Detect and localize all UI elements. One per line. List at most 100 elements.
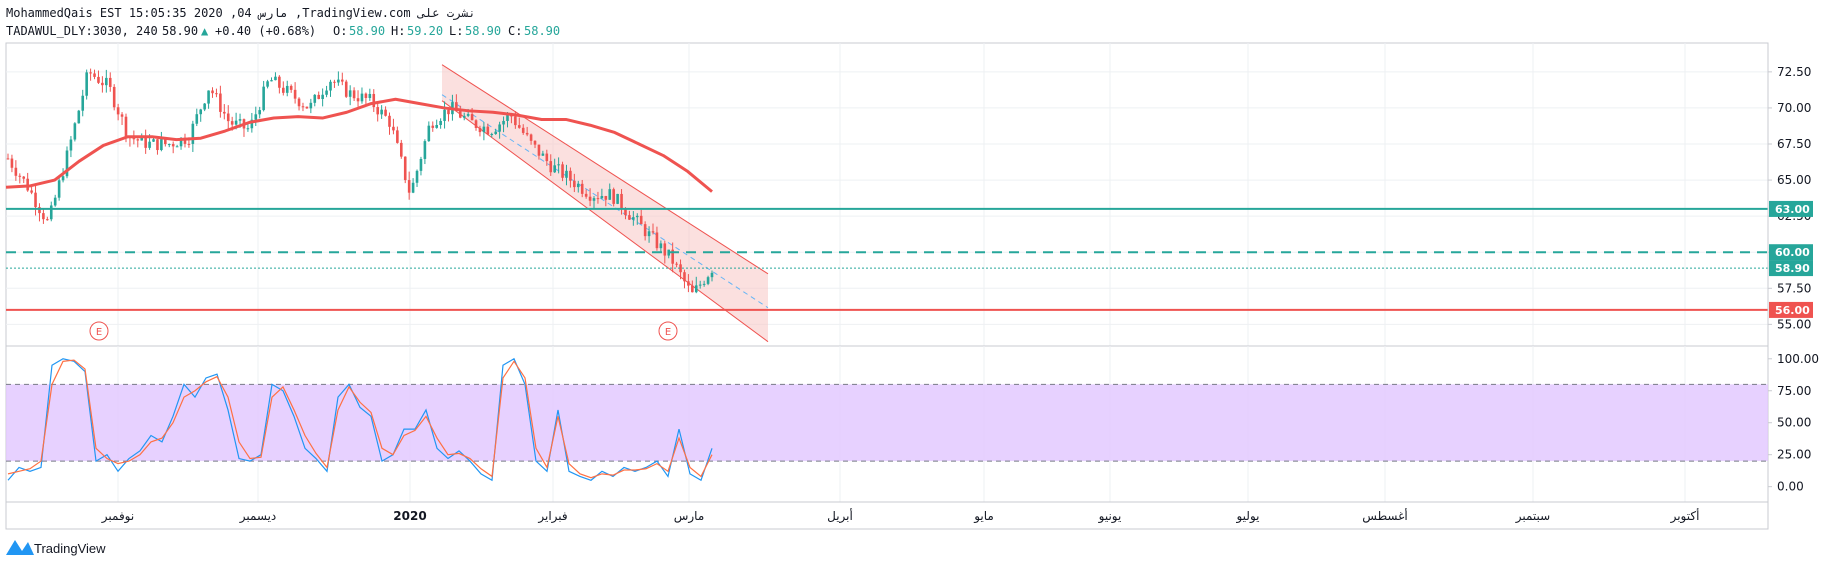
event-marker-0[interactable] (89, 321, 109, 341)
candle-body (49, 205, 53, 220)
candle-body (447, 109, 450, 115)
candle-body (407, 180, 411, 193)
candle-body (655, 232, 659, 249)
x-tick-4: مارس (674, 509, 705, 524)
price-tick-0: 72.50 (1777, 65, 1811, 79)
tradingview-logo[interactable]: TradingView (6, 540, 106, 556)
candle-body (258, 110, 262, 115)
candle-body (254, 114, 258, 120)
candle-body (297, 98, 301, 107)
candle-body (73, 123, 77, 140)
candle-body (659, 243, 663, 249)
x-tick-11: أكتوبر (1670, 508, 1700, 524)
candle-body (529, 134, 533, 141)
candle-body (348, 90, 352, 97)
candle-body (537, 144, 541, 156)
candle-body (490, 133, 494, 135)
candle-body (124, 116, 128, 138)
price-badge-label-0: 63.00 (1775, 203, 1810, 216)
time-axis[interactable]: نوفمبر ديسمبر 2020 فبراير مارس أبريل مايو يونيو… (5, 501, 1769, 530)
candle-body (309, 102, 313, 109)
candle-body (439, 120, 442, 126)
candle-body (399, 142, 403, 157)
price-badge-label-3: 56.00 (1775, 304, 1810, 317)
candle-body (706, 277, 710, 284)
candle-body (132, 138, 136, 140)
candle-body (148, 141, 151, 148)
candle-body (372, 93, 376, 108)
low-value: 58.90 (465, 24, 501, 38)
candle-body (667, 249, 671, 256)
candle-body (171, 144, 175, 147)
horizontal-levels (6, 207, 1768, 311)
candle-body (337, 79, 340, 83)
candle-body (675, 263, 678, 265)
candle-body (364, 93, 368, 98)
candle-body (356, 98, 360, 102)
candle-body (616, 193, 619, 204)
candle-body (376, 107, 379, 115)
candle-body (639, 215, 643, 225)
candle-body (38, 207, 41, 214)
candle-body (215, 93, 218, 95)
close-label: C: (508, 24, 522, 38)
candle-body (203, 103, 206, 110)
candle-body (474, 120, 478, 128)
candle-body (195, 114, 199, 124)
candle-body (576, 183, 580, 188)
candle-body (282, 87, 285, 93)
price-tick-7: 55.00 (1777, 317, 1811, 331)
candle-body (108, 77, 112, 87)
candle-body (160, 139, 163, 151)
candle-body (596, 198, 600, 200)
time-ticks: نوفمبر ديسمبر 2020 فبراير مارس أبريل مايو يونيو… (101, 508, 1700, 524)
candle-body (691, 285, 694, 293)
candle-body (458, 111, 462, 118)
candle-body (136, 139, 140, 141)
moving-average-line (5, 97, 713, 193)
candle-body (651, 231, 655, 233)
candle-body (89, 72, 92, 74)
candle-body (246, 128, 250, 130)
candle-body (710, 272, 714, 278)
candle-body (250, 119, 254, 129)
candle-body (344, 81, 348, 97)
x-tick-1: ديسمبر (239, 509, 277, 524)
candle-body (612, 189, 615, 204)
candle-body (663, 243, 667, 256)
candle-body (81, 95, 85, 111)
change-label: +0.40 (+0.68%) (215, 24, 316, 38)
time-axis-frame (5, 501, 1769, 530)
oscillator-pane[interactable]: 100.00 75.00 50.00 25.00 0.00 (5, 345, 1819, 503)
candle-body (226, 113, 230, 122)
candle-body (30, 190, 33, 193)
candle-body (396, 130, 399, 143)
candle-body (679, 264, 682, 273)
channel-upper-line (441, 64, 769, 275)
candle-body (175, 146, 179, 148)
channel-fill (442, 64, 768, 342)
candle-body (494, 131, 497, 134)
price-tick-2: 67.50 (1777, 137, 1811, 151)
candle-body (61, 176, 65, 181)
candle-body (580, 183, 584, 194)
osc-tick-2: 50.00 (1777, 416, 1811, 430)
event-marker-1[interactable] (658, 321, 678, 341)
candle-body (604, 195, 608, 200)
x-tick-8: يوليو (1235, 509, 1259, 524)
osc-tick-0: 100.00 (1777, 352, 1819, 366)
candle-body (270, 80, 273, 82)
candle-body (687, 281, 690, 286)
candle-body (289, 85, 293, 90)
x-tick-3: فبراير (537, 509, 567, 524)
candle-body (533, 140, 537, 145)
candle-body (69, 139, 73, 151)
candle-body (455, 102, 458, 112)
candle-body (274, 76, 277, 81)
candle-body (588, 196, 592, 201)
candle-body (553, 165, 556, 173)
